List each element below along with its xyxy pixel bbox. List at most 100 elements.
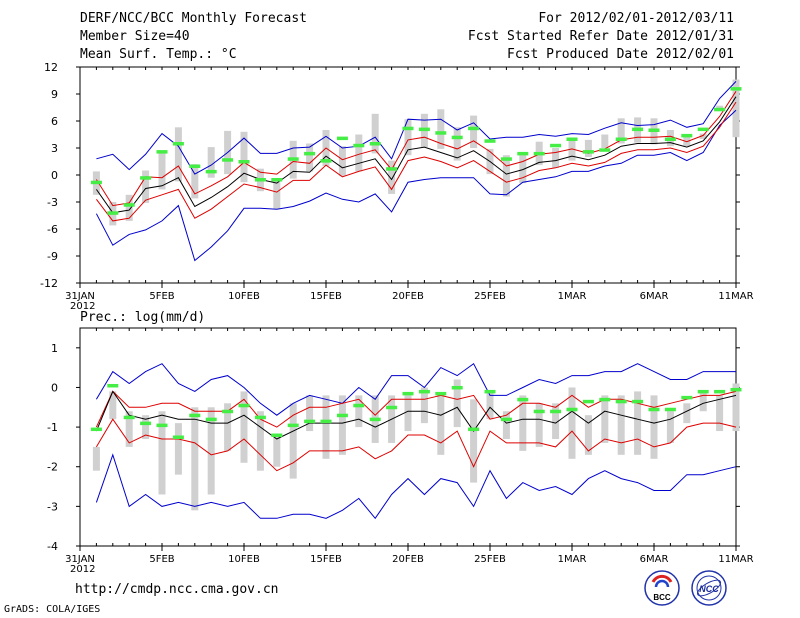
x-tick-label: 11MAR xyxy=(718,291,753,302)
observation-marker xyxy=(189,164,201,168)
quartile-box xyxy=(306,143,314,172)
precip-variable-label: Prec.: log(mm/d) xyxy=(80,310,206,325)
observation-marker xyxy=(336,136,348,141)
x-tick-sublabel: 2012 xyxy=(70,301,95,312)
observation-marker xyxy=(615,137,627,141)
source-url: http://cmdp.ncc.cma.gov.cn xyxy=(75,582,279,597)
observation-marker xyxy=(435,131,447,135)
quartile-box xyxy=(683,134,691,147)
range-line-min xyxy=(95,453,737,520)
quartile-box xyxy=(191,164,199,199)
observation-marker xyxy=(599,397,611,402)
y-tick-label: -9 xyxy=(47,250,58,263)
quartile-box xyxy=(568,140,576,161)
quartile-box xyxy=(584,415,592,455)
observation-marker xyxy=(353,143,365,148)
range-line-max xyxy=(95,362,736,416)
variable-label: Mean Surf. Temp.: °C xyxy=(80,47,237,62)
bcc-logo-text: BCC xyxy=(653,593,671,602)
y-tick-label: 12 xyxy=(44,61,58,74)
quartile-box xyxy=(617,118,625,144)
x-tick-label: 15FEB xyxy=(310,554,342,565)
observation-marker xyxy=(517,397,529,402)
observation-marker xyxy=(205,169,217,174)
observation-marker xyxy=(304,419,316,424)
x-tick-label: 10FEB xyxy=(228,554,260,565)
quartile-box xyxy=(338,146,346,176)
forecast-period: For 2012/02/01-2012/03/11 xyxy=(538,11,734,26)
observation-marker xyxy=(582,150,594,154)
observation-marker xyxy=(648,128,660,132)
x-tick-label: 20FEB xyxy=(392,554,424,565)
observation-marker xyxy=(451,385,463,390)
observation-marker xyxy=(222,158,234,162)
quartile-box xyxy=(224,403,232,451)
range-line-min xyxy=(95,109,737,262)
quartile-box xyxy=(732,79,740,138)
quartile-box xyxy=(453,127,461,161)
observation-marker xyxy=(287,423,299,428)
observation-marker xyxy=(238,160,250,164)
observation-marker xyxy=(107,211,119,215)
observation-marker xyxy=(271,178,283,182)
x-tick-sublabel: 2012 xyxy=(70,564,95,575)
observation-marker xyxy=(500,157,512,161)
x-tick-label: 15FEB xyxy=(310,291,342,302)
y-tick-label: 3 xyxy=(51,142,58,155)
y-tick-label: -1 xyxy=(47,421,58,434)
y-tick-label: -2 xyxy=(47,461,58,474)
quartile-box xyxy=(568,387,576,459)
quartile-box xyxy=(125,411,133,447)
x-tick-label: 1MAR xyxy=(558,554,587,565)
quartile-box xyxy=(174,127,182,182)
quartile-box xyxy=(535,403,543,447)
quartile-box xyxy=(437,109,445,149)
observation-marker xyxy=(386,405,398,410)
ncc-logo-text: NCC xyxy=(699,584,719,594)
observation-marker xyxy=(172,435,184,439)
observation-marker xyxy=(468,427,480,432)
observation-marker xyxy=(484,389,496,394)
x-tick-label: 11MAR xyxy=(718,554,753,565)
quartile-box xyxy=(732,383,740,432)
y-tick-label: 6 xyxy=(51,115,58,128)
x-tick-label: 5FEB xyxy=(149,554,174,565)
observation-marker xyxy=(304,151,316,156)
observation-marker xyxy=(140,176,152,180)
quartile-box xyxy=(437,395,445,455)
quartile-box xyxy=(388,160,396,194)
quartile-box xyxy=(716,395,724,432)
observation-marker xyxy=(566,407,578,412)
y-tick-label: -3 xyxy=(47,500,58,513)
observation-marker xyxy=(156,150,168,154)
quartile-box xyxy=(470,115,478,148)
quartile-box xyxy=(666,411,674,443)
x-tick-label: 25FEB xyxy=(474,554,506,565)
observation-marker xyxy=(402,126,414,131)
quartile-box xyxy=(322,395,330,459)
quartile-box xyxy=(420,387,428,424)
y-tick-label: 0 xyxy=(51,169,58,182)
quartile-box xyxy=(158,151,166,190)
observation-marker xyxy=(172,142,184,146)
quartile-box xyxy=(470,399,478,483)
observation-marker xyxy=(468,126,480,131)
y-tick-label: 9 xyxy=(51,88,58,101)
observation-marker xyxy=(123,203,135,207)
member-size-label: Member Size=40 xyxy=(80,29,190,44)
observation-marker xyxy=(435,391,447,396)
x-tick-label: 5FEB xyxy=(149,291,174,302)
observation-marker xyxy=(582,399,594,404)
quartile-box xyxy=(502,411,510,439)
observation-marker xyxy=(566,137,578,141)
quartile-box xyxy=(584,139,592,157)
quartile-box xyxy=(273,435,281,467)
quartile-box xyxy=(404,119,412,156)
observation-marker xyxy=(90,180,102,185)
ensemble-mean-line xyxy=(95,390,737,440)
observation-marker xyxy=(714,107,726,112)
y-tick-label: -6 xyxy=(47,223,58,236)
y-tick-label: -3 xyxy=(47,196,58,209)
x-tick-label: 31JAN xyxy=(65,554,95,565)
x-tick-label: 1MAR xyxy=(558,291,587,302)
